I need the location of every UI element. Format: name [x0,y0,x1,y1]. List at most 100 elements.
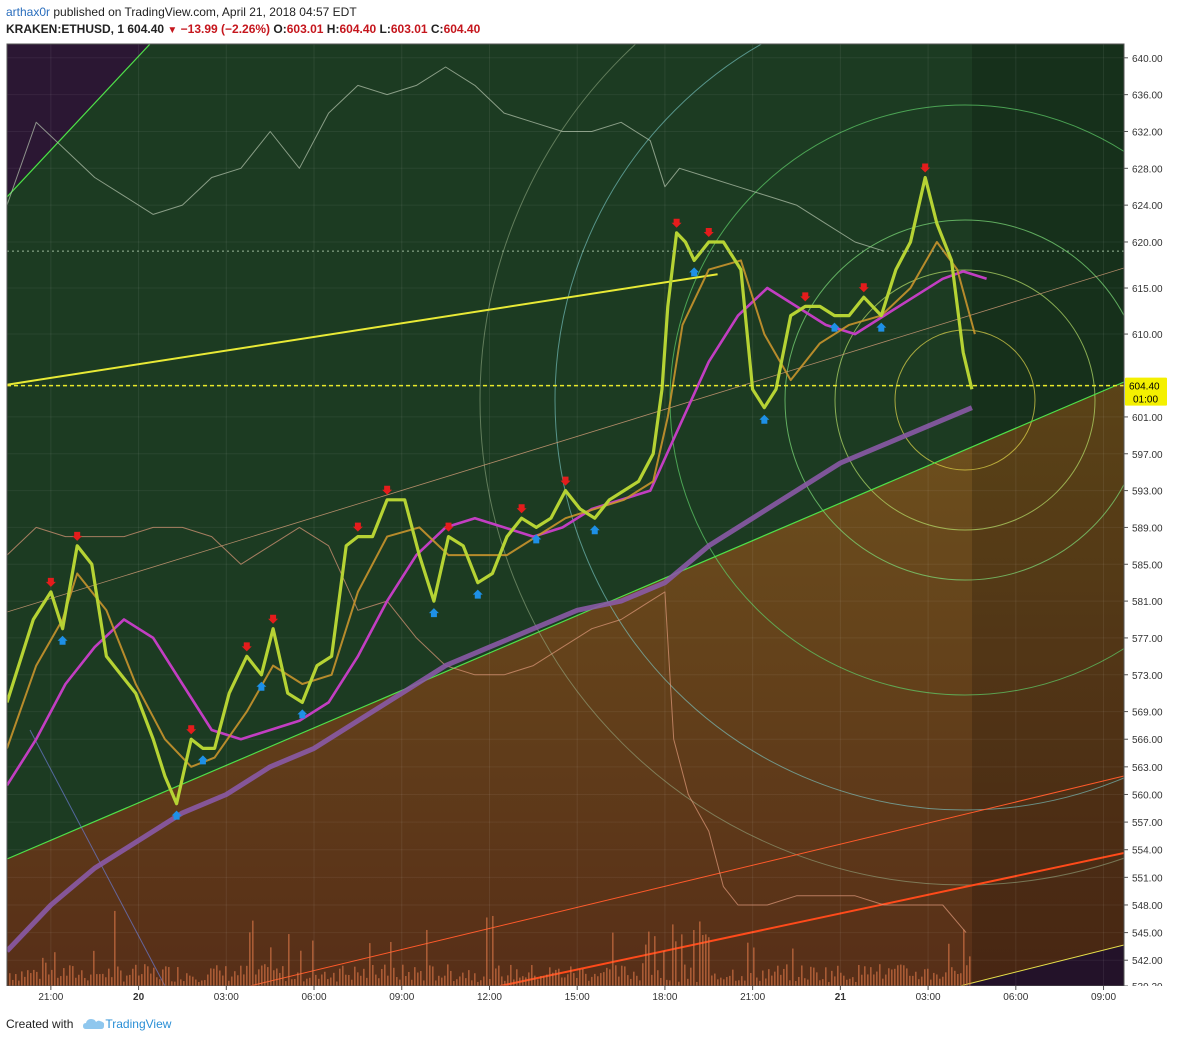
author-link[interactable]: arthax0r [6,5,51,19]
volume-bar [936,974,938,986]
volume-bar [150,973,152,986]
volume-bar [825,967,827,986]
volume-bar [735,980,737,986]
volume-bar [480,980,482,986]
future-shade [972,44,1124,986]
volume-bar [510,964,512,986]
volume-bar [963,929,965,986]
volume-bar [417,972,419,986]
volume-bar [723,979,725,986]
volume-bar [657,970,659,986]
volume-bar [207,974,209,986]
volume-bar [348,974,350,986]
volume-bar [126,975,128,986]
volume-bar [129,974,131,986]
volume-bar [690,967,692,986]
down-triangle-icon: ▼ [167,25,178,36]
volume-bar [429,965,431,986]
y-tick-label: 581.00 [1132,597,1163,608]
volume-bar [813,967,815,986]
up-arrow-icon [689,267,700,277]
volume-bar [966,965,968,986]
low-label: L: [379,22,391,36]
volume-bar [750,972,752,986]
volume-bar [138,975,140,986]
price-tag-box [1125,377,1167,406]
volume-bar [411,979,413,986]
volume-bar [597,976,599,986]
x-tick-label: 12:00 [477,992,502,1003]
price-change: −13.99 (−2.26%) [180,22,271,36]
volume-bar [171,981,173,986]
volume-bar [153,967,155,986]
down-arrow-icon [516,504,527,514]
up-arrow-icon [197,755,208,765]
y-tick-label: 593.00 [1132,487,1163,498]
volume-bar [270,947,272,986]
low-value: 603.01 [390,22,428,36]
down-arrow-icon [352,522,363,532]
open-label: O: [273,22,287,36]
volume-bar [894,968,896,986]
volume-bar [423,980,425,986]
volume-bar [447,964,449,986]
volume-bar [114,910,116,986]
volume-bar [792,948,794,986]
volume-bar [732,969,734,986]
volume-bar [426,929,428,986]
plot-area[interactable] [7,40,1182,986]
volume-bar [93,950,95,986]
up-arrow-icon [256,681,267,691]
close-value: 604.40 [443,22,481,36]
price-tag-countdown: 01:00 [1133,395,1158,406]
volume-bar [699,921,701,986]
volume-bar [174,981,176,986]
volume-bar [75,977,77,986]
price-chart[interactable]: 640.00 636.00 632.00 628.00 624.00 620.00 615.… [0,40,1182,1006]
volume-bar [135,964,137,986]
y-tick-label: 557.00 [1132,818,1163,829]
volume-bar [582,968,584,986]
volume-bar [273,970,275,986]
volume-bar [969,956,971,986]
volume-bar [291,979,293,986]
volume-bar [117,966,119,986]
volume-bar [903,965,905,986]
volume-bar [15,974,17,986]
volume-bar [543,976,545,986]
volume-bar [501,976,503,986]
volume-bar [744,980,746,986]
tradingview-logo[interactable]: TradingView [83,1017,171,1031]
down-arrow-icon [72,531,83,541]
volume-bar [24,976,26,986]
volume-bar [576,977,578,986]
volume-bar [687,978,689,986]
x-tick-label: 20 [133,992,145,1003]
volume-bar [264,964,266,986]
volume-bar [9,973,11,986]
volume-bar [450,970,452,986]
up-arrow-icon [589,525,600,535]
volume-bar [186,973,188,986]
volume-bar [666,979,668,986]
volume-bar [558,968,560,986]
x-tick-label: 09:00 [389,992,414,1003]
y-tick-label: 601.00 [1132,413,1163,424]
volume-bar [318,978,320,986]
volume-bar [213,968,215,986]
volume-bar [729,975,731,986]
volume-bar [819,980,821,986]
price-axis[interactable] [1124,44,1182,986]
volume-bar [216,965,218,986]
down-arrow-icon [703,227,714,237]
signal-arrows [45,163,931,820]
up-arrow-icon [759,414,770,424]
volume-bar [204,980,206,986]
time-axis[interactable] [0,986,1182,1006]
volume-bar [54,952,56,986]
trend-channels [7,44,1124,986]
volume-bar [405,975,407,986]
volume-bar [930,979,932,986]
high-value: 604.40 [339,22,377,36]
volume-bar [339,968,341,986]
